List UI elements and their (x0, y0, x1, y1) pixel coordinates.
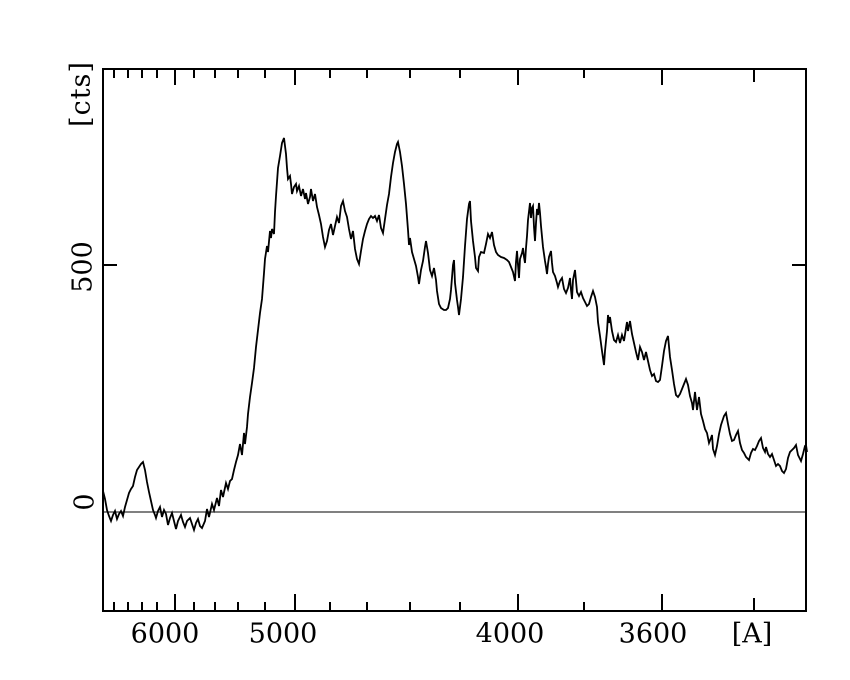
y-tick-label: 0 (69, 493, 101, 511)
x-tick-label: 5000 (248, 618, 318, 650)
x-tick-label: 3600 (618, 618, 688, 650)
y-axis-label: [cts] (65, 61, 97, 127)
x-tick-label: 4000 (475, 618, 545, 650)
x-axis-unit-label: [A] (731, 618, 773, 650)
x-tick-label: 6000 (130, 618, 200, 650)
plot-frame-group (102, 68, 807, 612)
spectrum-curve-group (102, 137, 808, 534)
plot-frame (102, 68, 807, 612)
y-tick-label: 500 (67, 241, 99, 293)
spectrum-curve (102, 137, 808, 534)
axis-ticks-group (104, 70, 805, 610)
